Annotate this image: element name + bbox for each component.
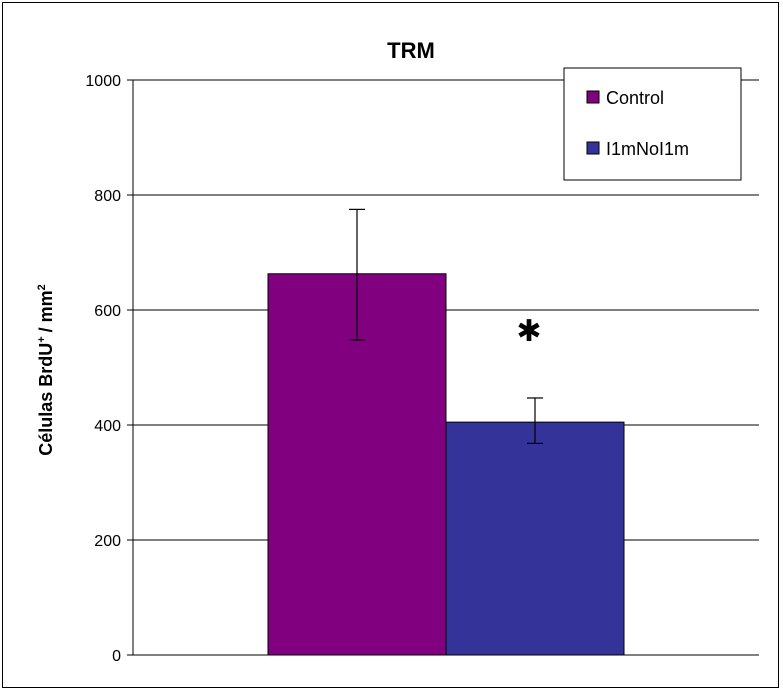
- chart-title: TRM: [387, 38, 435, 63]
- legend-label-control: Control: [606, 88, 664, 108]
- y-axis-label-sup: +: [36, 336, 48, 342]
- legend-swatch-control: [586, 90, 600, 104]
- y-axis-label-main: Células BrdU: [36, 343, 56, 456]
- error-bars: [349, 208, 543, 444]
- y-tick-label: 200: [94, 533, 121, 550]
- y-tick-label: 0: [112, 648, 121, 665]
- y-axis-label-unit: / mm: [36, 290, 56, 332]
- significance-marker: ✱: [516, 314, 541, 349]
- y-axis-ticks: 0 200 400 600 800 1000: [85, 73, 133, 665]
- y-tick-label: 400: [94, 418, 121, 435]
- y-axis-label-unit-sup: 2: [36, 284, 48, 290]
- bars: [267, 273, 625, 656]
- legend-box: [563, 67, 742, 181]
- y-tick-label: 600: [94, 303, 121, 320]
- bar-i1mnoi1m: [445, 421, 625, 656]
- y-tick-label: 800: [94, 188, 121, 205]
- legend-swatch-i1mnoi1m: [586, 141, 600, 155]
- y-axis-label: Células BrdU+ / mm2: [36, 284, 56, 456]
- legend: Control I1mNoI1m: [563, 67, 742, 181]
- y-tick-label: 1000: [85, 73, 121, 90]
- legend-label-i1mnoi1m: I1mNoI1m: [606, 139, 689, 159]
